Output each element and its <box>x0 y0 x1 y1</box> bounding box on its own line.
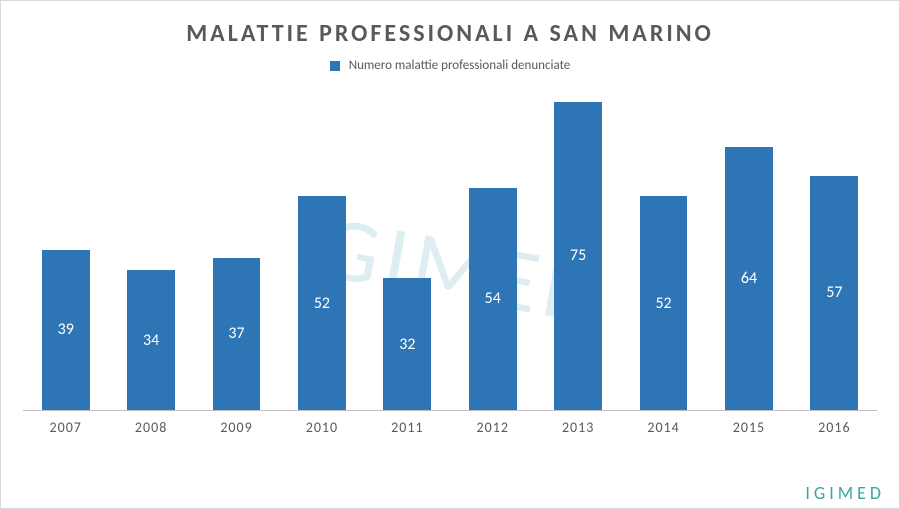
bar-slot: 54 <box>450 81 535 410</box>
bar-value-label: 37 <box>228 324 244 343</box>
chart-title: MALATTIE PROFESSIONALI A SAN MARINO <box>23 19 877 48</box>
chart-card: MALATTIE PROFESSIONALI A SAN MARINO Nume… <box>0 0 900 509</box>
legend-label: Numero malattie professionali denunciate <box>349 58 571 73</box>
bar-value-label: 32 <box>399 335 415 354</box>
bar: 37 <box>213 258 261 410</box>
bar: 32 <box>383 278 431 410</box>
bar-value-label: 54 <box>485 289 501 308</box>
bar-slot: 34 <box>108 81 193 410</box>
bar: 75 <box>554 102 602 410</box>
bar-slot: 39 <box>23 81 108 410</box>
bar-slot: 52 <box>621 81 706 410</box>
bar: 34 <box>127 270 175 410</box>
bar-slot: 57 <box>792 81 877 410</box>
x-axis-tick: 2007 <box>23 411 108 441</box>
bar: 39 <box>42 250 90 410</box>
x-axis-tick: 2008 <box>108 411 193 441</box>
bar-value-label: 64 <box>741 269 757 288</box>
x-axis-tick: 2011 <box>365 411 450 441</box>
x-axis-tick: 2012 <box>450 411 535 441</box>
x-axis: 2007200820092010201120122013201420152016 <box>23 411 877 441</box>
legend-swatch <box>330 61 340 71</box>
x-axis-tick: 2015 <box>706 411 791 441</box>
x-axis-tick: 2014 <box>621 411 706 441</box>
x-axis-tick: 2010 <box>279 411 364 441</box>
bar: 64 <box>725 147 773 410</box>
bar: 54 <box>469 188 517 410</box>
bars-container: 39 34 37 52 32 54 75 52 64 57 <box>23 81 877 411</box>
bar-slot: 75 <box>535 81 620 410</box>
bar-value-label: 52 <box>314 294 330 313</box>
bar: 57 <box>810 176 858 410</box>
chart-plot: IGIMED 39343752325475526457 200720082009… <box>23 81 877 441</box>
x-axis-tick: 2009 <box>194 411 279 441</box>
brand-label: IGIMED <box>805 482 885 504</box>
bar-value-label: 39 <box>58 320 74 339</box>
bar-value-label: 52 <box>655 294 671 313</box>
x-axis-tick: 2016 <box>792 411 877 441</box>
bar-slot: 64 <box>706 81 791 410</box>
bar-slot: 52 <box>279 81 364 410</box>
bar: 52 <box>298 196 346 410</box>
bar-slot: 37 <box>194 81 279 410</box>
chart-legend: Numero malattie professionali denunciate <box>23 58 877 73</box>
bar-value-label: 34 <box>143 331 159 350</box>
bar-value-label: 57 <box>826 283 842 302</box>
bar: 52 <box>640 196 688 410</box>
bar-value-label: 75 <box>570 246 586 265</box>
x-axis-tick: 2013 <box>535 411 620 441</box>
bar-slot: 32 <box>365 81 450 410</box>
